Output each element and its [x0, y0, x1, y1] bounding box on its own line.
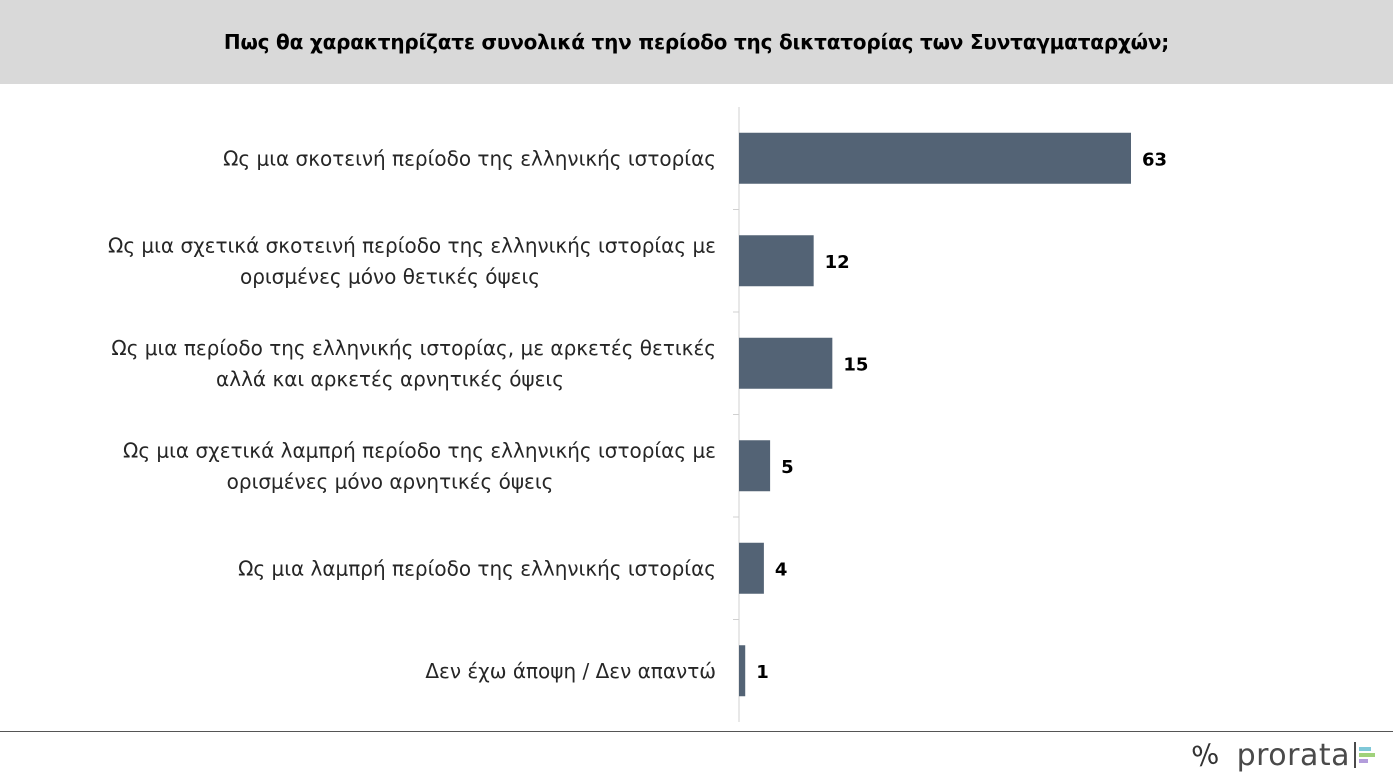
bar	[739, 235, 814, 287]
category-label: αλλά και αρκετές αρνητικές όψεις	[216, 367, 564, 391]
logo-bars-icon	[1354, 742, 1375, 768]
category-label: Ως μια σχετικά σκοτεινή περίοδο της ελλη…	[108, 233, 716, 257]
bar	[739, 645, 746, 697]
bar	[739, 132, 1131, 184]
bar-chart: 63 Ως μια σκοτεινή περίοδο της ελληνικής …	[108, 107, 1167, 722]
data-label: 15	[843, 354, 868, 375]
bar	[739, 440, 771, 492]
logo-wordmark: prorata	[1236, 737, 1350, 773]
data-label: 4	[775, 559, 788, 580]
prorata-logo: % prorata	[1189, 736, 1375, 774]
category-label: Ως μια περίοδο της ελληνικής ιστορίας, μ…	[111, 336, 716, 360]
chart-title: Πως θα χαρακτηρίζατε συνολικά την περίοδ…	[223, 30, 1170, 54]
footer-divider	[0, 731, 1393, 732]
category-label: ορισμένες μόνο αρνητικές όψεις	[227, 469, 554, 493]
bar	[739, 337, 833, 389]
category-label: Ως μια λαμπρή περίοδο της ελληνικής ιστο…	[238, 556, 716, 580]
percent-logo-icon: %	[1189, 736, 1222, 774]
category-label: Ως μια σχετικά λαμπρή περίοδο της ελληνι…	[123, 438, 716, 462]
data-label: 5	[781, 457, 794, 478]
category-label: Ως μια σκοτεινή περίοδο της ελληνικής ισ…	[223, 146, 716, 170]
category-label: ορισμένες μόνο θετικές όψεις	[240, 264, 540, 288]
data-label: 12	[825, 252, 850, 273]
chart-title-bar: Πως θα χαρακτηρίζατε συνολικά την περίοδ…	[0, 0, 1393, 84]
data-label: 63	[1142, 149, 1167, 170]
category-label: Δεν έχω άποψη / Δεν απαντώ	[425, 659, 716, 683]
bar	[739, 542, 764, 594]
data-label: 1	[756, 662, 769, 683]
